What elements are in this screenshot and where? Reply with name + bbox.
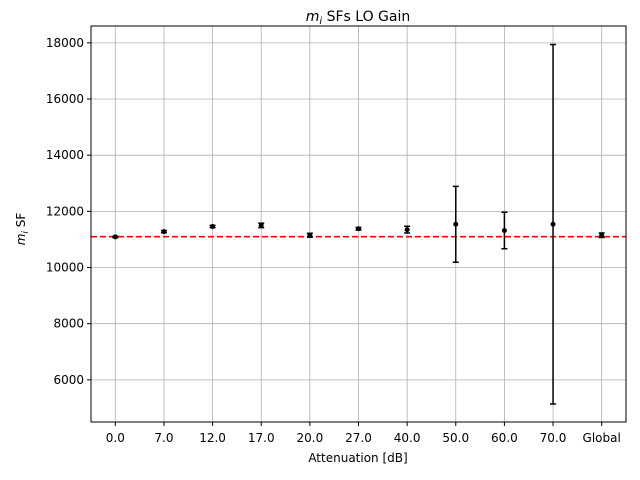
x-tick-label: 17.0	[248, 431, 275, 445]
data-layer	[112, 43, 605, 405]
data-point	[501, 227, 507, 233]
y-tick-label: 6000	[53, 373, 84, 387]
chart-title: mi SFs LO Gain	[306, 9, 411, 27]
x-tick-label: 20.0	[297, 431, 324, 445]
data-point	[404, 227, 410, 233]
x-tick-label: 50.0	[442, 431, 469, 445]
data-point	[258, 222, 264, 228]
data-point	[599, 232, 605, 238]
x-tick-label: 27.0	[345, 431, 372, 445]
y-tick-label: 16000	[46, 92, 84, 106]
y-tick-label: 10000	[46, 261, 84, 275]
y-tick-label: 18000	[46, 36, 84, 50]
x-tick-label: Global	[583, 431, 621, 445]
y-tick-label: 14000	[46, 148, 84, 162]
x-tick-label: 60.0	[491, 431, 518, 445]
y-ticks: 6000 8000 10000 12000 14000 16000 18000	[46, 36, 91, 387]
data-point	[453, 221, 459, 227]
x-tick-label: 7.0	[154, 431, 173, 445]
x-tick-label: 12.0	[199, 431, 226, 445]
data-point	[550, 221, 556, 227]
data-point	[210, 224, 216, 230]
data-point	[161, 229, 167, 235]
x-axis-label: Attenuation [dB]	[308, 451, 407, 465]
y-axis-label: mi SF	[14, 213, 31, 246]
data-point	[112, 234, 118, 240]
data-point	[307, 232, 313, 238]
x-ticks: 0.0 7.0 12.0 17.0 20.0 27.0 40.0 50.0 60.0 70.0 Gl…	[106, 422, 621, 445]
x-tick-label: 40.0	[394, 431, 421, 445]
grid	[91, 26, 626, 422]
x-tick-label: 0.0	[106, 431, 125, 445]
y-tick-label: 8000	[53, 317, 84, 331]
data-point	[356, 226, 361, 232]
y-tick-label: 12000	[46, 204, 84, 218]
x-tick-label: 70.0	[540, 431, 567, 445]
